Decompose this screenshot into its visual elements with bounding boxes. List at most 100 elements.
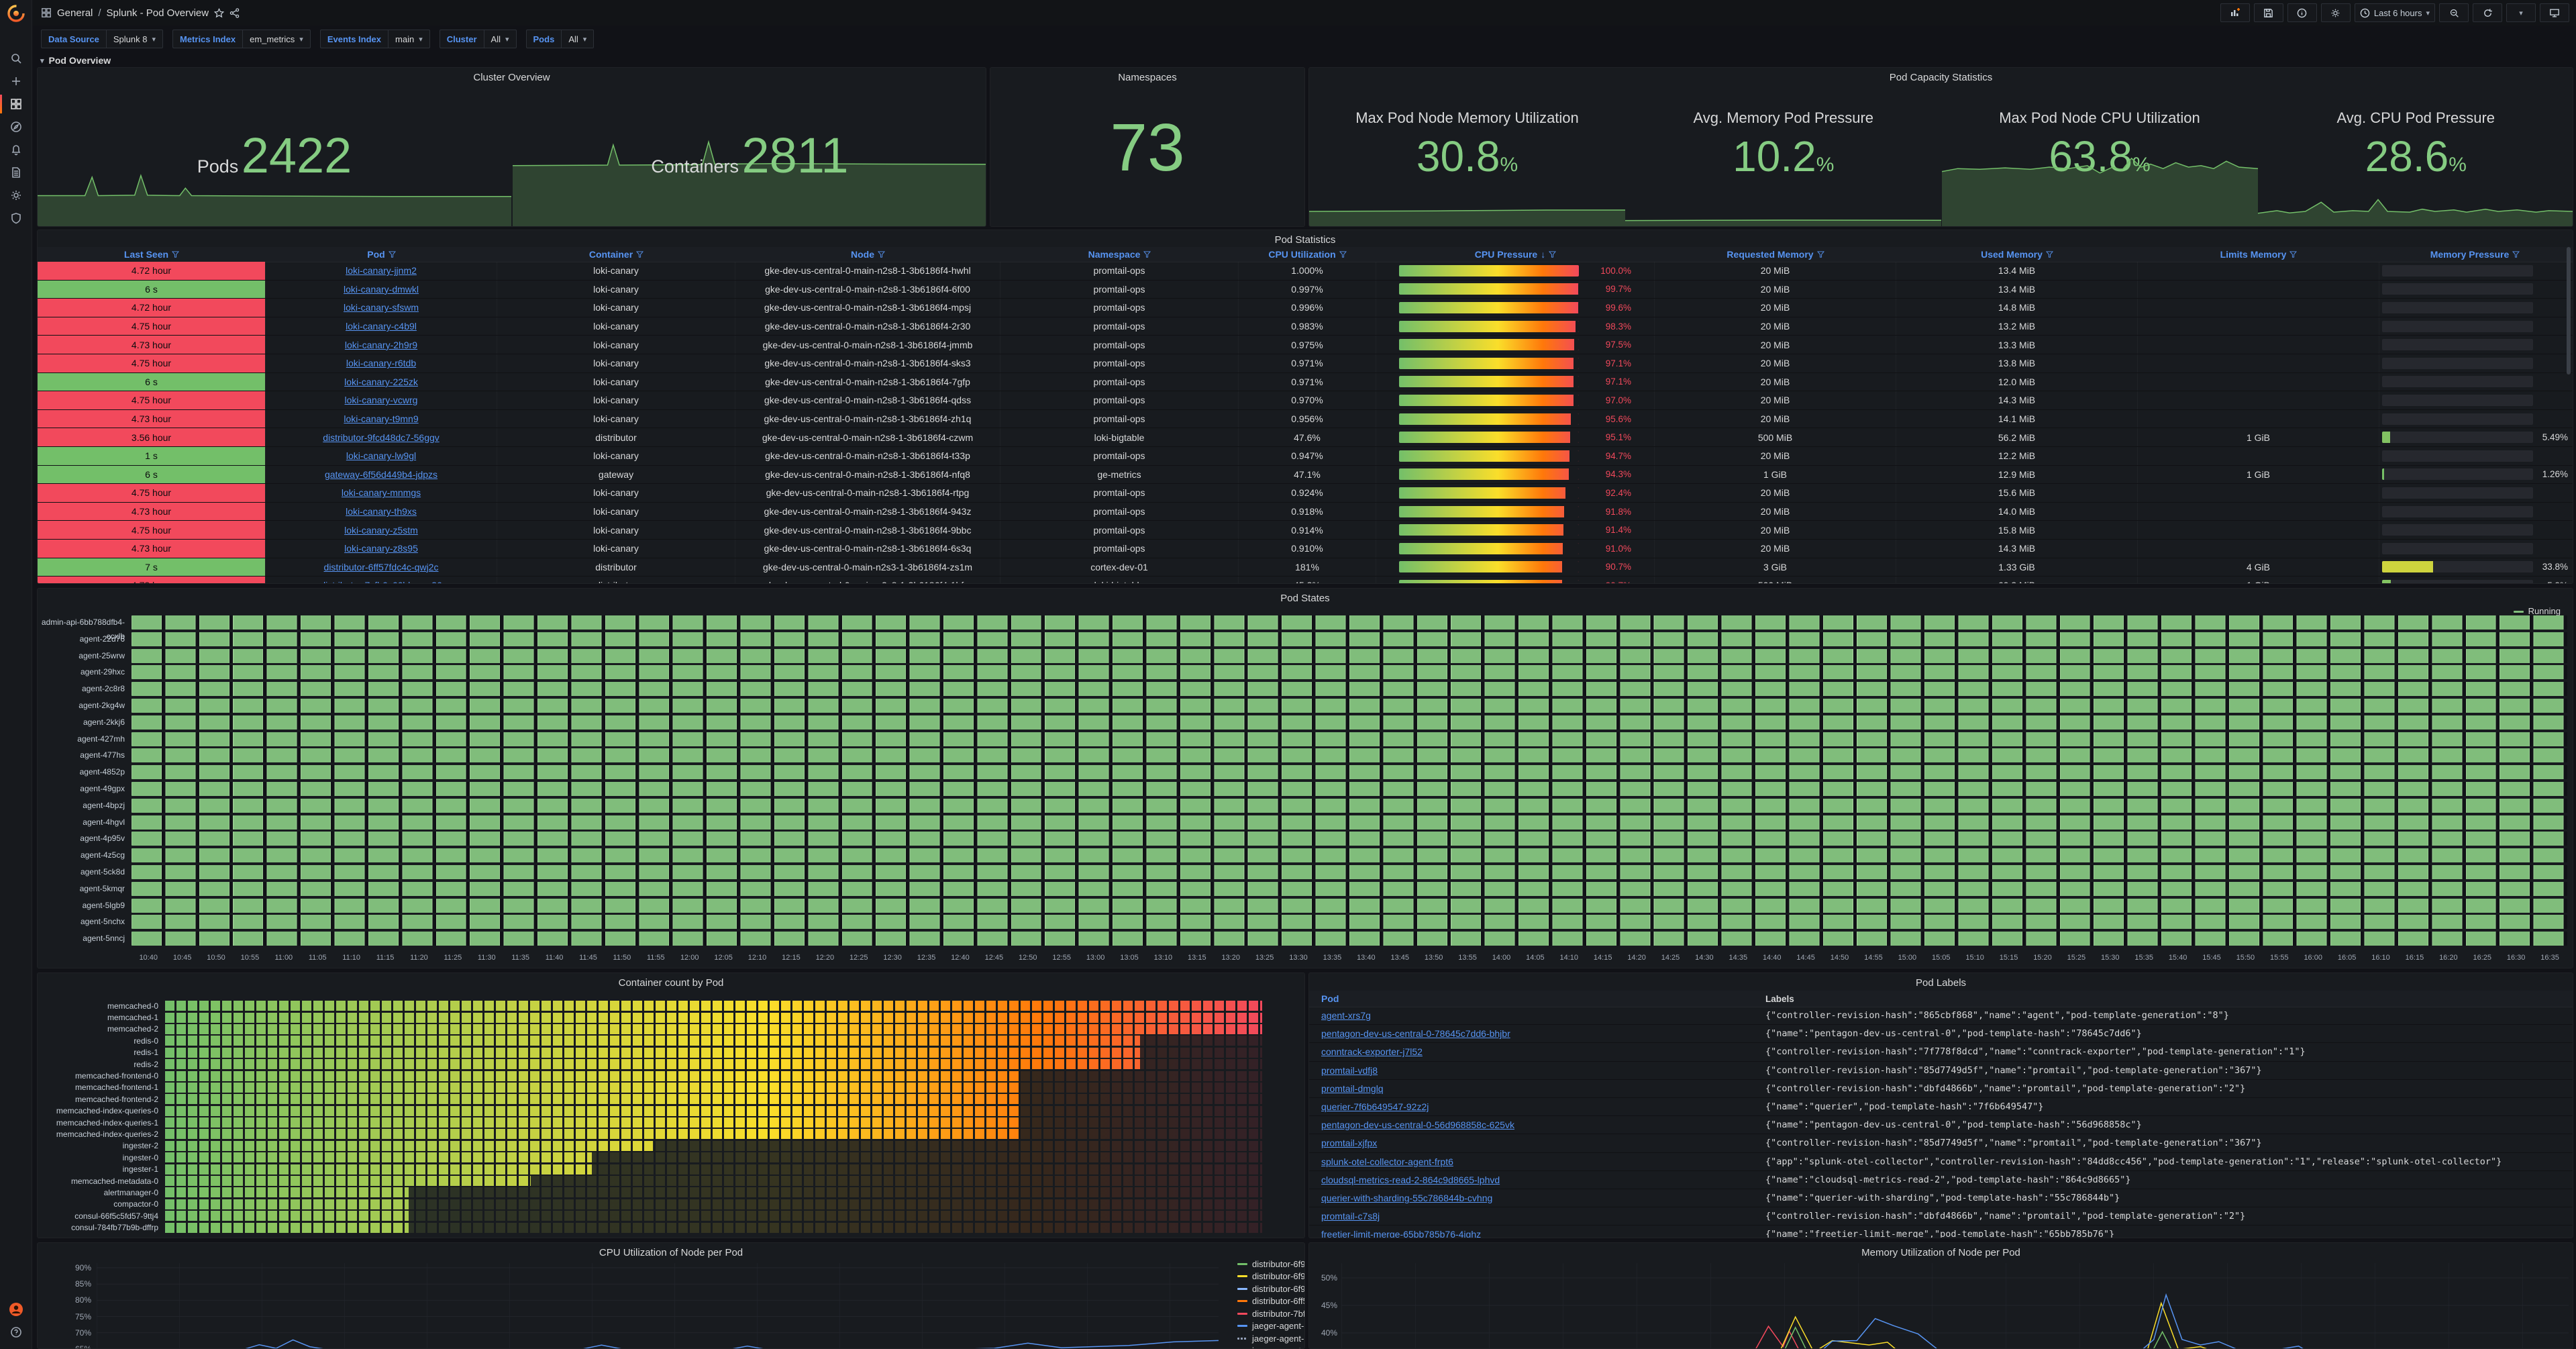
column-header-namespace[interactable]: Namespace [1000,249,1239,260]
heatmap-row[interactable] [132,798,2567,813]
refresh-interval-caret[interactable]: ▾ [2506,3,2536,22]
legend-item[interactable]: distributor-6f98fc5c96-wskwl [1237,1270,1304,1283]
heatmap-row[interactable] [132,848,2567,863]
pod-link[interactable]: loki-canary-vcwrg [344,395,418,406]
panel-title[interactable]: Cluster Overview [473,72,550,83]
star-icon[interactable] [214,7,225,18]
heatmap-row[interactable] [132,765,2567,780]
lcd-bar[interactable] [165,1059,1262,1070]
pod-link[interactable]: loki-canary-th9xs [346,506,417,517]
heatmap-row[interactable] [132,732,2567,746]
variable-label[interactable]: Data Source [41,30,106,48]
lcd-bar[interactable] [165,1211,1262,1221]
heatmap-row[interactable] [132,781,2567,796]
panel-title[interactable]: CPU Utilization of Node per Pod [599,1247,743,1258]
breadcrumb[interactable]: General / Splunk - Pod Overview [41,7,240,19]
heatmap-row[interactable] [132,898,2567,913]
filter-icon[interactable] [878,250,885,258]
pod-link[interactable]: distributor-6ff57fdc4c-qwj2c [323,561,439,572]
column-header-container[interactable]: Container [497,249,735,260]
lcd-bar[interactable] [165,1105,1262,1116]
heatmap-grid[interactable] [132,615,2567,948]
heatmap-row[interactable] [132,715,2567,730]
lcd-bar[interactable] [165,1094,1262,1105]
legend-item[interactable]: jaeger-agent-6f7ffdd467-bvdc5 [1237,1320,1304,1333]
panel-title[interactable]: Namespaces [1118,72,1177,83]
filter-icon[interactable] [1339,250,1347,258]
refresh-button[interactable] [2473,3,2502,22]
lcd-bar[interactable] [165,1187,1262,1198]
lcd-bar[interactable] [165,1140,1262,1151]
filter-icon[interactable] [2289,250,2298,258]
panel-title[interactable]: Pod Labels [1915,977,1967,989]
legend-item[interactable]: jaeger-agent-6f7ffdd467-xc4qp [1237,1332,1304,1345]
add-panel-button[interactable] [2220,3,2250,22]
pod-link[interactable]: splunk-otel-collector-agent-frpt6 [1321,1156,1453,1167]
legend-item[interactable]: distributor-7bf9f9968d-7q8md [1237,1307,1304,1320]
create-plus-icon[interactable] [0,70,32,93]
pod-link[interactable]: loki-canary-z8s95 [344,543,418,554]
share-icon[interactable] [229,7,240,18]
panel-title[interactable]: Pod States [1280,593,1330,604]
filter-icon[interactable] [1549,250,1557,258]
panel-title[interactable]: Memory Utilization of Node per Pod [1861,1247,2020,1258]
shield-icon[interactable] [0,207,32,230]
pod-link[interactable]: freetier-limit-merge-65bb785b76-4jghz [1321,1229,1482,1238]
lcd-bar[interactable] [165,1152,1262,1163]
column-header-memory-pressure[interactable]: Memory Pressure [2379,249,2571,260]
lcd-bar[interactable] [165,1199,1262,1209]
heatmap-row[interactable] [132,682,2567,697]
heatmap-row[interactable] [132,881,2567,896]
alerting-bell-icon[interactable] [0,138,32,161]
lcd-bar[interactable] [165,1036,1262,1046]
settings-gear-icon[interactable] [0,184,32,207]
legend-running[interactable]: Running [2513,606,2561,616]
pod-link[interactable]: conntrack-exporter-j7l52 [1321,1046,1423,1058]
pod-link[interactable]: loki-canary-r6tdb [346,358,417,369]
pod-link[interactable]: loki-canary-t9mn9 [344,413,419,425]
heatmap-row[interactable] [132,698,2567,713]
lcd-bar[interactable] [165,1164,1262,1175]
pod-link[interactable]: querier-7f6b649547-92z2j [1321,1101,1429,1113]
heatmap-row[interactable] [132,915,2567,930]
lcd-bar[interactable] [165,1070,1262,1081]
column-header-labels[interactable]: Labels [1765,993,1794,1004]
variable-label[interactable]: Metrics Index [172,30,243,48]
heatmap-row[interactable] [132,665,2567,680]
filter-icon[interactable] [636,250,644,258]
filter-icon[interactable] [1816,250,1824,258]
row-toggle-pod-overview[interactable]: ▾ Pod Overview [40,55,111,66]
heatmap-row[interactable] [132,648,2567,663]
save-button[interactable] [2253,3,2283,22]
variable-value-dropdown[interactable]: All ▾ [561,30,595,48]
column-header-cpu-utilization[interactable]: CPU Utilization [1239,249,1376,260]
pod-link[interactable]: gateway-6f56d449b4-jdpzs [324,468,438,480]
pod-link[interactable]: pentagon-dev-us-central-0-78645c7dd6-bhj… [1321,1028,1510,1040]
pod-link[interactable]: loki-canary-z5stm [344,524,418,536]
column-header-pod[interactable]: Pod [266,249,497,260]
heatmap-row[interactable] [132,932,2567,946]
pod-link[interactable]: loki-canary-jjnm2 [346,265,417,277]
pod-link[interactable]: querier-with-sharding-55c786844b-cvhng [1321,1192,1493,1203]
filter-icon[interactable] [1143,250,1151,258]
panel-title[interactable]: Pod Capacity Statistics [1889,72,1993,83]
pod-link[interactable]: loki-canary-sfswm [343,302,419,313]
breadcrumb-folder[interactable]: General [57,7,93,19]
zoom-out-button[interactable] [2439,3,2469,22]
pod-link[interactable]: promtail-xjfpx [1321,1138,1378,1149]
pod-link[interactable]: loki-canary-lw9gl [346,450,417,462]
pod-link[interactable]: distributor-7cfb6c66bb-ncn26 [320,580,442,583]
lcd-bar[interactable] [165,1001,1262,1011]
lcd-bar[interactable] [165,1176,1262,1187]
variable-value-dropdown[interactable]: main ▾ [388,30,430,48]
legend-item[interactable]: distributor-6f98fc5c96-lltpl [1237,1258,1304,1270]
pod-link[interactable]: promtail-c7s8j [1321,1211,1380,1222]
table-scrollbar[interactable] [2567,247,2571,374]
column-header-cpu-pressure[interactable]: CPU Pressure ↓ [1376,249,1655,260]
filter-icon[interactable] [2045,250,2053,258]
column-header-pod[interactable]: Pod [1321,993,1339,1004]
lcd-bar[interactable] [165,1047,1262,1058]
search-icon[interactable] [0,47,32,70]
lcd-bar[interactable] [165,1222,1262,1233]
pod-link[interactable]: promtail-dmglq [1321,1083,1384,1094]
